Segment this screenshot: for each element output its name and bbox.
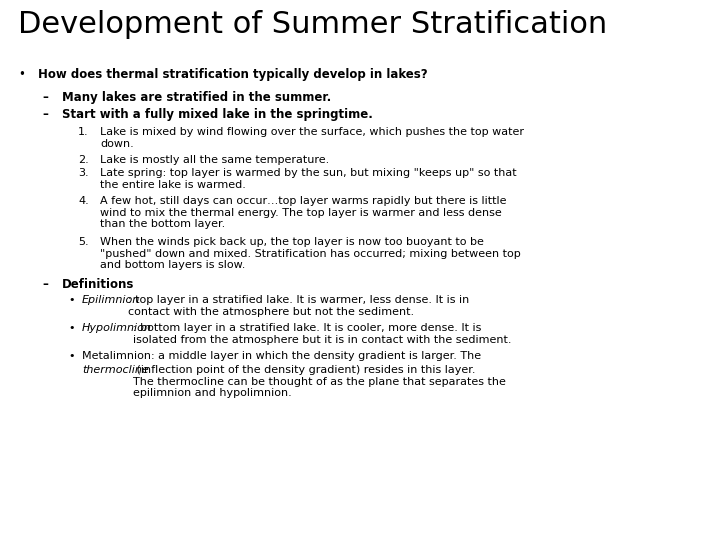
Text: •: • (18, 68, 25, 81)
Text: (inflection point of the density gradient) resides in this layer.
The thermoclin: (inflection point of the density gradien… (132, 365, 505, 398)
Text: 5.: 5. (78, 237, 89, 247)
Text: : bottom layer in a stratified lake. It is cooler, more dense. It is
isolated fr: : bottom layer in a stratified lake. It … (132, 323, 511, 345)
Text: –: – (42, 91, 48, 104)
Text: Definitions: Definitions (62, 278, 135, 291)
Text: Many lakes are stratified in the summer.: Many lakes are stratified in the summer. (62, 91, 331, 104)
Text: •: • (68, 351, 74, 361)
Text: thermocline: thermocline (82, 365, 149, 375)
Text: Late spring: top layer is warmed by the sun, but mixing "keeps up" so that
the e: Late spring: top layer is warmed by the … (100, 168, 517, 190)
Text: •: • (68, 323, 74, 333)
Text: –: – (42, 108, 48, 121)
Text: •: • (68, 295, 74, 305)
Text: Development of Summer Stratification: Development of Summer Stratification (18, 10, 607, 39)
Text: Epilimnion: Epilimnion (82, 295, 140, 305)
Text: Start with a fully mixed lake in the springtime.: Start with a fully mixed lake in the spr… (62, 108, 373, 121)
Text: : top layer in a stratified lake. It is warmer, less dense. It is in
contact wit: : top layer in a stratified lake. It is … (128, 295, 469, 316)
Text: A few hot, still days can occur…top layer warms rapidly but there is little
wind: A few hot, still days can occur…top laye… (100, 196, 506, 229)
Text: –: – (42, 278, 48, 291)
Text: Lake is mostly all the same temperature.: Lake is mostly all the same temperature. (100, 155, 329, 165)
Text: 1.: 1. (78, 127, 89, 137)
Text: Hypolimnion: Hypolimnion (82, 323, 152, 333)
Text: How does thermal stratification typically develop in lakes?: How does thermal stratification typicall… (38, 68, 428, 81)
Text: Lake is mixed by wind flowing over the surface, which pushes the top water
down.: Lake is mixed by wind flowing over the s… (100, 127, 524, 148)
Text: When the winds pick back up, the top layer is now too buoyant to be
"pushed" dow: When the winds pick back up, the top lay… (100, 237, 521, 270)
Text: 3.: 3. (78, 168, 89, 178)
Text: Metalimnion: a middle layer in which the density gradient is larger. The: Metalimnion: a middle layer in which the… (82, 351, 481, 361)
Text: 2.: 2. (78, 155, 89, 165)
Text: 4.: 4. (78, 196, 89, 206)
